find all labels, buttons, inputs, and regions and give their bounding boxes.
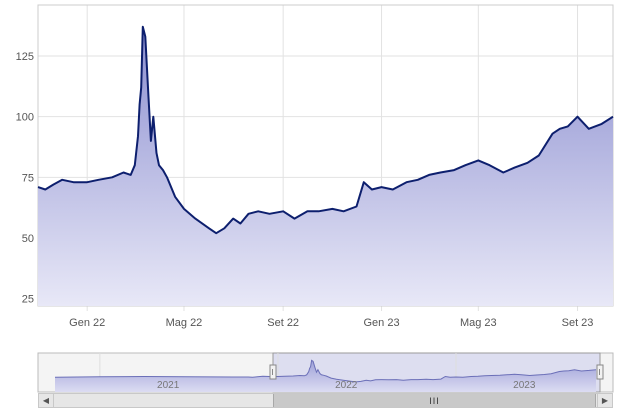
navigator-year-label: 2021 [157,380,180,391]
navigator-year-label: 2023 [513,380,536,391]
scroll-left-arrow-icon[interactable]: ◀ [39,394,54,407]
y-tick-label: 25 [22,294,34,306]
navigator-year-labels: 2021 2022 2023 [157,380,536,391]
navigator-line [54,359,597,383]
x-tick-label: Mag 23 [460,317,497,329]
price-area [38,26,613,307]
price-line [37,25,614,235]
y-tick-label: 100 [16,112,34,124]
y-tick-label: 125 [16,51,34,63]
y-tick-label: 50 [22,233,34,245]
navigator-year-label: 2022 [335,380,358,391]
x-tick-label: Set 22 [267,317,299,329]
x-axis-ticks: Gen 22 Mag 22 Set 22 Gen 23 Mag 23 Set 23 [69,317,593,329]
x-tick-label: Mag 22 [166,317,203,329]
y-tick-label: 75 [22,172,34,184]
navigator[interactable]: 2021 2022 2023 [37,352,614,393]
x-tick-label: Gen 23 [364,317,400,329]
scroll-right-arrow-icon[interactable]: ▶ [597,394,612,407]
x-tick-label: Gen 22 [69,317,105,329]
scrollbar-thumb[interactable]: III [273,394,596,407]
x-tick-label: Set 23 [562,317,594,329]
y-axis-ticks: 25 50 75 100 125 [16,51,34,306]
navigator-scrollbar[interactable]: ◀ III ▶ [38,393,613,408]
